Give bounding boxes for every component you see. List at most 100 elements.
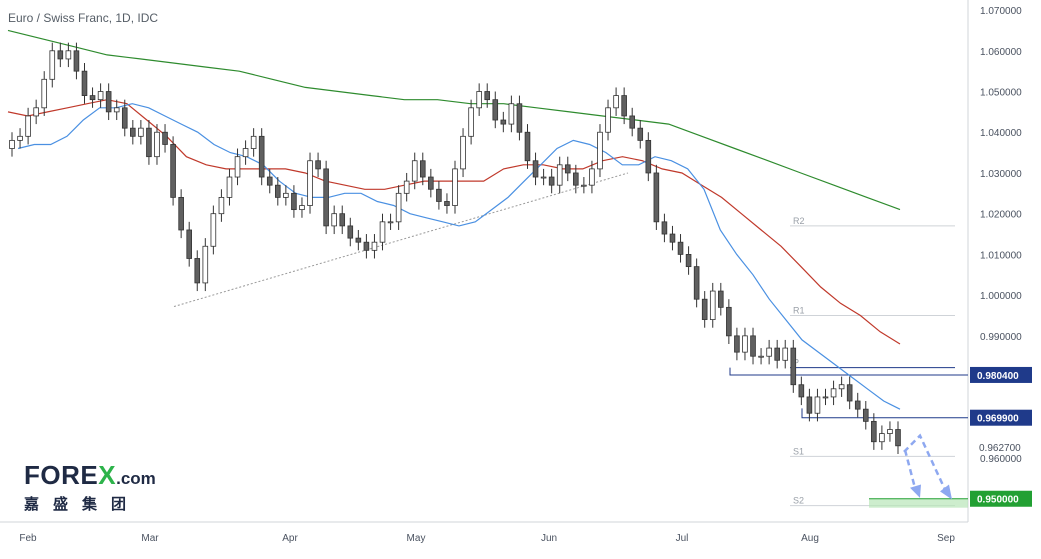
price-tag-target [970,490,1032,507]
candle-down [121,107,128,129]
candle-down [178,196,184,231]
candle-up [210,213,217,247]
logo-suffix: .com [116,469,156,488]
candle-up [154,131,160,158]
candle-down [862,408,869,422]
y-tick-label: 1.000000 [980,291,1022,302]
candle-down [146,127,152,158]
x-tick-label: Jun [541,533,557,544]
projection-arrowhead-upper [940,484,952,500]
price-tag-level [970,409,1032,426]
candle-down [750,335,756,357]
ma-slow-line [7,29,901,211]
candle-down [685,254,692,268]
pivot-label-r2: R2 [793,216,805,226]
candle-up [597,131,603,170]
x-tick-label: Jul [676,533,689,544]
y-tick-label: 1.020000 [980,210,1022,221]
pivot-label-s2: S2 [793,496,804,506]
projection-path-upper [903,433,949,495]
candle-up [49,50,56,80]
x-tick-label: Feb [19,533,37,544]
price-tag-label: 0.969900 [977,414,1019,425]
price-tag-level [970,366,1032,383]
candle-down [363,241,370,251]
candle-up [468,107,474,137]
y-tick-label: 1.030000 [980,169,1022,180]
candle-down [854,400,861,410]
candle-up [307,160,313,206]
candle-down [444,201,450,206]
candle-down [718,290,724,308]
candle-down [500,119,507,125]
candle-up [218,196,225,215]
candle-down [186,229,192,259]
candle-down [516,103,523,133]
candle-up [9,139,15,149]
candle-down [484,91,491,101]
y-tick-label: 0.990000 [980,332,1022,343]
candle-up [65,50,72,60]
candle-down [524,131,531,162]
candle-down [57,50,64,60]
candle-up [879,433,885,443]
candle-up [379,221,386,243]
y-tick-label: 1.070000 [980,6,1022,17]
candle-down [105,91,112,113]
candle-up [411,160,418,182]
y-tick-label: 1.010000 [980,250,1022,261]
candle-up [283,192,289,198]
candle-down [355,237,362,243]
pivot-label-s1: S1 [793,446,804,456]
candle-down [621,95,627,117]
x-tick-label: Sep [937,533,955,544]
chart-title: Euro / Swiss Franc, 1D, IDC [8,11,159,25]
level-line-0-9699 [801,408,968,419]
candle-up [460,135,466,170]
candle-down [573,172,579,186]
candle-up [830,388,837,398]
candle-down [73,50,80,72]
candle-down [798,384,805,398]
target-zone [869,498,968,508]
candle-up [581,184,587,187]
candle-up [814,396,821,414]
candle-up [758,355,764,358]
candle-down [846,384,853,402]
candle-up [556,164,563,186]
projection-arrowhead-lower [910,484,921,498]
candle-down [677,241,684,255]
candle-down [653,172,660,223]
candle-down [532,160,539,178]
candle-down [726,306,732,337]
candle-up [387,221,394,224]
candle-up [25,115,31,137]
pivot-label-r1: R1 [793,305,805,315]
candle-down [492,99,499,121]
candle-up [138,127,144,137]
candle-down [275,184,281,198]
candle-down [734,335,740,353]
candle-up [508,103,515,125]
candle-up [540,176,547,179]
candle-down [645,139,652,174]
candle-up [838,384,845,390]
candle-down [194,258,201,284]
candle-up [613,95,619,109]
logo-brand: FOREX [24,460,117,490]
candle-down [339,213,346,227]
price-tag-label: 0.950000 [977,495,1019,506]
candle-down [693,266,700,300]
candle-up [742,335,748,353]
candle-down [81,70,88,96]
x-tick-label: Aug [801,533,819,544]
candle-down [162,131,168,145]
candle-down [266,176,273,186]
candle-up [97,91,104,101]
candle-down [661,221,668,235]
candle-down [629,115,635,129]
y-tick-label: 1.040000 [980,128,1022,139]
ma-fast-line [17,103,901,410]
candle-down [428,176,434,190]
